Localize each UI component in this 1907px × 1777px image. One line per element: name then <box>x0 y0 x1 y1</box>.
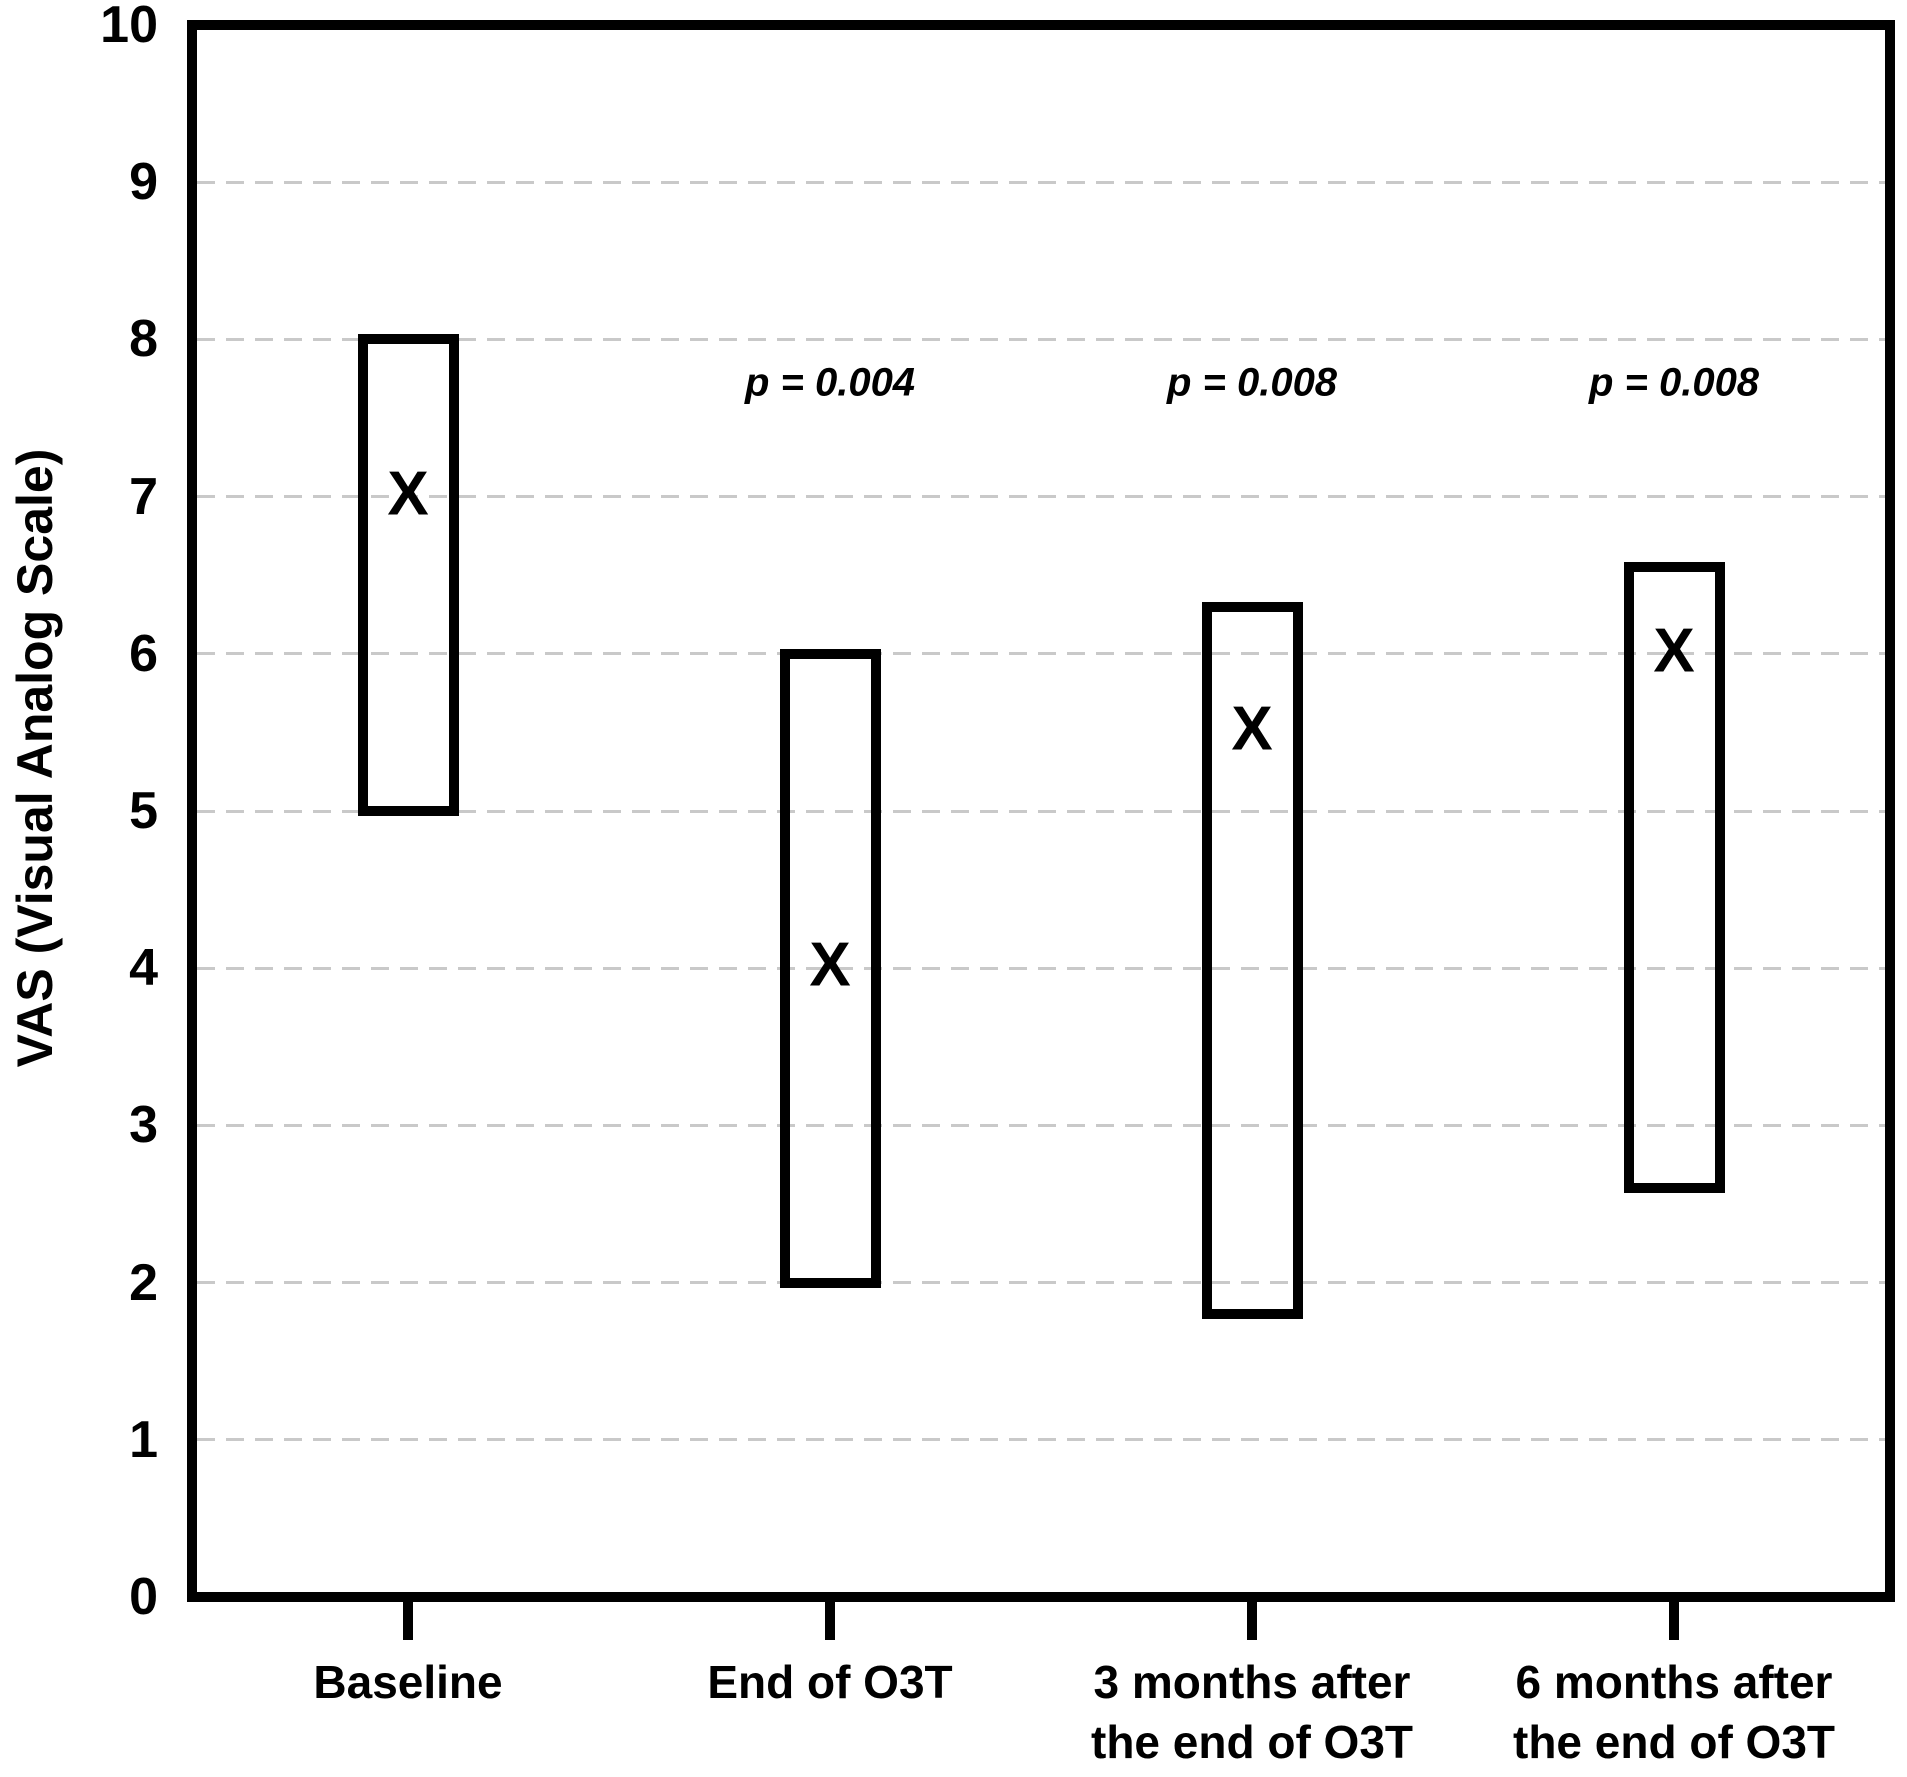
x-axis-tick <box>1669 1602 1679 1640</box>
x-axis-label: 3 months after the end of O3T <box>1091 1656 1413 1768</box>
x-axis-tick <box>825 1602 835 1640</box>
gridline <box>197 966 1885 970</box>
plot-area-frame <box>187 20 1895 1602</box>
y-tick-label: 10 <box>100 0 158 54</box>
mean-marker: X <box>809 930 851 1000</box>
y-tick-label: 2 <box>129 1253 158 1312</box>
y-tick-label: 9 <box>129 153 158 212</box>
y-tick-label: 3 <box>129 1096 158 1155</box>
gridline <box>197 1281 1885 1285</box>
gridline <box>197 337 1885 341</box>
range-box <box>779 648 881 1288</box>
gridline <box>197 1438 1885 1442</box>
gridline <box>197 1123 1885 1127</box>
p-value-label: p = 0.008 <box>1588 360 1760 405</box>
p-value-label: p = 0.008 <box>1166 360 1338 405</box>
x-axis-label: Baseline <box>313 1656 503 1708</box>
gridline <box>197 809 1885 813</box>
y-tick-label: 1 <box>129 1410 158 1469</box>
range-box <box>357 334 459 816</box>
p-value-label: p = 0.004 <box>744 360 916 405</box>
range-box <box>1201 601 1303 1320</box>
y-tick-label: 7 <box>129 467 158 526</box>
x-axis-tick <box>1247 1602 1257 1640</box>
y-tick-label: 8 <box>129 310 158 369</box>
range-box <box>1623 562 1725 1194</box>
gridline <box>197 495 1885 499</box>
x-axis-label: 6 months after the end of O3T <box>1513 1656 1835 1768</box>
gridline <box>197 180 1885 184</box>
mean-marker: X <box>1653 616 1695 686</box>
gridline <box>197 652 1885 656</box>
x-axis-tick <box>403 1602 413 1640</box>
mean-marker: X <box>387 459 429 529</box>
x-axis-label: End of O3T <box>707 1656 953 1708</box>
y-tick-label: 4 <box>129 939 158 998</box>
y-tick-label: 6 <box>129 624 158 683</box>
y-tick-label: 0 <box>129 1568 158 1626</box>
mean-marker: X <box>1231 694 1273 764</box>
y-tick-label: 5 <box>129 782 158 840</box>
